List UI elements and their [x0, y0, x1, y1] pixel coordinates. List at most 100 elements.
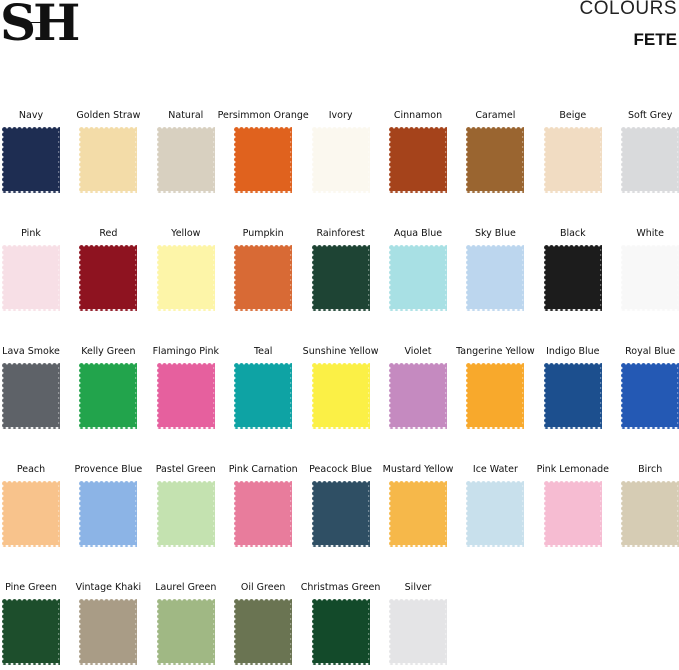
swatch-fill [391, 365, 445, 427]
swatch-fill [623, 483, 678, 545]
fabric-swatch [466, 363, 525, 429]
swatch-label: Royal Blue [625, 346, 676, 357]
fabric-swatch [234, 363, 293, 429]
fabric-swatch [311, 599, 370, 665]
swatch-label: Silver [404, 582, 432, 593]
swatch-fill [545, 129, 600, 191]
swatch-label: Black [559, 228, 586, 239]
swatch-fill [313, 247, 368, 309]
swatch-label: Teal [253, 346, 273, 357]
swatch-fill [313, 601, 368, 663]
swatch-label: Pine Green [5, 582, 57, 593]
swatch-fill [158, 365, 213, 427]
fabric-swatch [621, 127, 679, 193]
fabric-swatch [389, 245, 447, 311]
swatch-fill [623, 247, 678, 309]
swatch-label: Soft Grey [628, 110, 673, 121]
swatch-fill [4, 365, 58, 427]
swatch-fill [236, 129, 291, 191]
fabric-swatch [466, 245, 525, 311]
fabric-swatch [311, 245, 370, 311]
fabric-swatch [466, 127, 525, 193]
swatch-fill [313, 365, 368, 427]
swatch-fill [158, 129, 213, 191]
fabric-swatch [234, 127, 293, 193]
swatch-fill [81, 365, 136, 427]
swatch-fill [158, 601, 213, 663]
swatch-label: Pink Lemonade [536, 464, 610, 475]
fabric-swatch [311, 481, 370, 547]
swatch-fill [545, 247, 600, 309]
swatch-label: Provence Blue [74, 464, 143, 475]
swatch-label: Pink [21, 228, 41, 239]
swatch-fill [468, 129, 523, 191]
swatch-fill [468, 365, 523, 427]
swatch-fill [623, 365, 678, 427]
swatch-fill [545, 365, 600, 427]
swatch-label: Cinnamon [393, 110, 443, 121]
swatch-label: Laurel Green [155, 582, 217, 593]
swatch-label: Pumpkin [242, 228, 284, 239]
fabric-swatch [156, 599, 215, 665]
fabric-swatch [543, 363, 602, 429]
swatch-fill [236, 483, 291, 545]
swatch-label: Birch [638, 464, 663, 475]
swatch-label: White [636, 228, 664, 239]
swatch-fill [81, 483, 136, 545]
fabric-swatch [466, 481, 525, 547]
swatch-fill [4, 247, 58, 309]
swatch-label: Oil Green [240, 582, 286, 593]
swatch-fill [81, 247, 136, 309]
fabric-swatch [389, 127, 447, 193]
swatch-fill [468, 247, 523, 309]
page-subtitle: FETE [633, 30, 677, 49]
swatch-fill [545, 483, 600, 545]
fabric-swatch [621, 245, 679, 311]
swatch-label: Rainforest [316, 228, 365, 239]
swatch-label: Christmas Green [300, 582, 381, 593]
fabric-swatch [79, 245, 138, 311]
swatch-fill [81, 601, 136, 663]
logo-bar [30, 22, 44, 23]
fabric-swatch [156, 481, 215, 547]
swatch-fill [236, 365, 291, 427]
swatch-fill [158, 483, 213, 545]
fabric-swatch [234, 481, 293, 547]
swatch-fill [391, 601, 445, 663]
swatch-label: Ice Water [472, 464, 518, 475]
swatch-fill [468, 483, 523, 545]
swatch-fill [313, 129, 368, 191]
fabric-swatch [543, 481, 602, 547]
fabric-swatch [2, 599, 60, 665]
swatch-label: Flamingo Pink [152, 346, 219, 357]
fabric-swatch [79, 481, 138, 547]
swatch-fill [81, 129, 136, 191]
swatch-label: Sky Blue [474, 228, 516, 239]
swatch-label: Sunshine Yellow [302, 346, 379, 357]
swatch-fill [236, 247, 291, 309]
fabric-swatch [2, 245, 60, 311]
fabric-swatch [79, 127, 138, 193]
fabric-swatch [79, 363, 138, 429]
brand-logo: SH [0, 0, 80, 48]
fabric-swatch [311, 363, 370, 429]
swatch-label: Lava Smoke [2, 346, 60, 357]
fabric-swatch [234, 245, 293, 311]
swatch-fill [313, 483, 368, 545]
fabric-swatch [156, 363, 215, 429]
swatch-label: Peach [16, 464, 46, 475]
swatch-fill [623, 129, 678, 191]
swatch-label: Persimmon Orange [217, 110, 309, 121]
fabric-swatch [543, 127, 602, 193]
page-title: COLOURS [579, 0, 677, 19]
swatch-label: Navy [18, 110, 44, 121]
swatch-fill [391, 483, 445, 545]
swatch-label: Kelly Green [81, 346, 136, 357]
swatch-label: Mustard Yellow [382, 464, 454, 475]
swatch-fill [4, 483, 58, 545]
fabric-swatch [311, 127, 370, 193]
swatch-fill [391, 247, 445, 309]
fabric-swatch [2, 481, 60, 547]
swatch-label: Indigo Blue [546, 346, 600, 357]
swatch-fill [4, 601, 58, 663]
